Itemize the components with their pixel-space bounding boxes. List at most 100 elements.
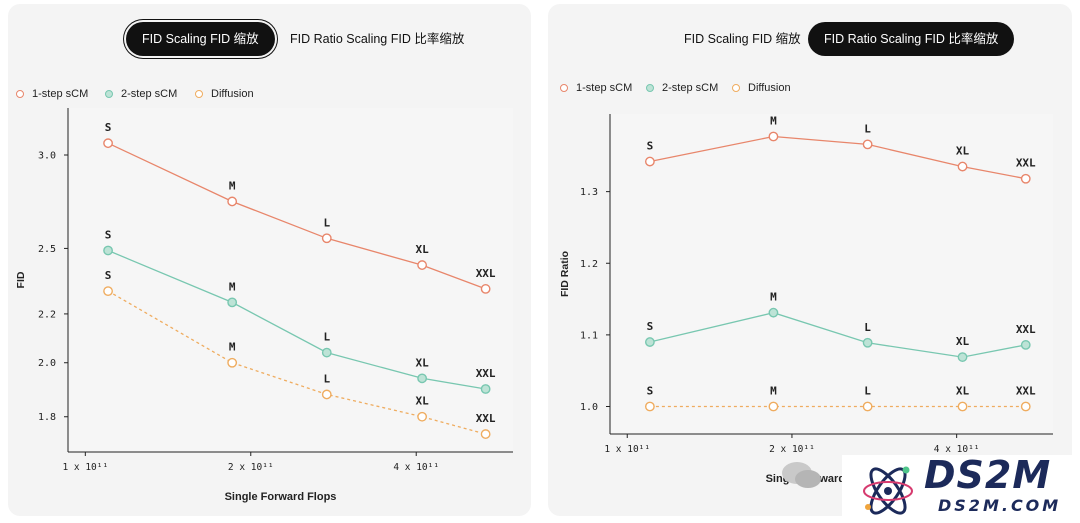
data-point-diffusion <box>768 401 779 412</box>
point-label: M <box>770 291 777 304</box>
tab-fid-ratio-scaling[interactable]: FID Ratio Scaling FID 比率缩放 <box>808 22 1015 56</box>
data-point-two-step <box>862 337 873 348</box>
data-point-diffusion <box>1020 401 1031 412</box>
data-point-one-step <box>321 233 332 244</box>
fid-ratio-panel: FID Scaling FID 缩放 FID Ratio Scaling FID… <box>548 4 1072 516</box>
tab-fid-ratio-scaling[interactable]: FID Ratio Scaling FID 比率缩放 <box>290 32 465 46</box>
tab-bar: FID Scaling FID 缩放 FID Ratio Scaling FID… <box>548 22 1072 58</box>
watermark-subtitle: DS2M.COM <box>938 496 1062 515</box>
y-tick-label: 1.1 <box>580 330 598 341</box>
legend-item-diffusion[interactable]: Diffusion <box>195 84 254 104</box>
x-tick-label: 4 x 10¹¹ <box>934 444 980 455</box>
legend-item-2-step[interactable]: 2-step sCM <box>646 78 718 98</box>
legend-item-diffusion[interactable]: Diffusion <box>732 78 791 98</box>
fid-scaling-panel: FID Scaling FID 缩放 FID Ratio Scaling FID… <box>8 4 531 516</box>
watermark-title: DS2M <box>924 453 1052 497</box>
y-tick-label: 2.5 <box>38 244 56 255</box>
data-point-one-step <box>644 156 655 167</box>
data-point-diffusion <box>103 286 113 297</box>
point-label: S <box>647 385 654 398</box>
legend-marker-diffusion <box>195 90 203 98</box>
point-label: M <box>770 114 777 127</box>
plot-area <box>68 108 513 452</box>
data-point-one-step <box>480 284 491 294</box>
data-point-one-step <box>957 161 968 172</box>
y-tick-label: 1.8 <box>38 412 56 423</box>
atom-logo-icon <box>863 466 913 515</box>
data-point-diffusion <box>862 401 873 412</box>
x-tick-label: 2 x 10¹¹ <box>228 462 274 473</box>
point-label: XXL <box>476 412 496 425</box>
point-label: XXL <box>1016 323 1036 336</box>
data-point-two-step <box>417 373 428 384</box>
data-point-two-step <box>768 307 779 318</box>
y-axis-label: FID Ratio <box>559 251 571 297</box>
point-label: M <box>229 179 236 192</box>
tab-fid-scaling[interactable]: FID Scaling FID 缩放 <box>684 32 801 46</box>
point-label: XL <box>415 395 429 408</box>
point-label: S <box>105 121 112 134</box>
chart-legend: 1-step sCM 2-step sCM Diffusion <box>548 78 1072 98</box>
point-label: XXL <box>1016 385 1036 398</box>
data-point-one-step <box>227 196 238 207</box>
point-label: XXL <box>476 267 496 280</box>
y-tick-label: 1.3 <box>580 187 598 198</box>
point-label: XL <box>415 356 429 369</box>
point-label: S <box>105 228 112 241</box>
point-label: XL <box>956 335 970 348</box>
point-label: XL <box>956 145 970 158</box>
legend-label: 2-step sCM <box>121 88 178 100</box>
legend-item-1-step[interactable]: 1-step sCM <box>16 84 88 104</box>
point-label: S <box>647 320 654 333</box>
point-label: XXL <box>1016 157 1036 170</box>
legend-marker-diffusion <box>732 84 740 92</box>
point-label: M <box>770 385 777 398</box>
legend-marker-1-step <box>16 90 24 98</box>
data-point-two-step <box>103 245 113 256</box>
x-axis-label: Single Forward Flops <box>225 491 337 503</box>
fid-ratio-chart: 1.01.11.21.31 x 10¹¹ 2 x 10¹¹ 4 x 10¹¹Sing… <box>559 114 1053 485</box>
data-point-diffusion <box>644 401 655 412</box>
data-point-diffusion <box>227 357 238 368</box>
chart-legend: 1-step sCM 2-step sCM Diffusion <box>8 84 531 104</box>
point-label: L <box>323 372 330 385</box>
tab-bar: FID Scaling FID 缩放 FID Ratio Scaling FID… <box>8 22 531 58</box>
point-label: M <box>229 341 236 354</box>
legend-marker-2-step <box>646 84 654 92</box>
tab-fid-scaling[interactable]: FID Scaling FID 缩放 <box>126 22 275 56</box>
point-label: L <box>323 216 330 229</box>
legend-label: Diffusion <box>748 82 791 94</box>
point-label: L <box>864 122 871 135</box>
point-label: L <box>864 321 871 334</box>
legend-marker-1-step <box>560 84 568 92</box>
data-point-two-step <box>227 297 238 308</box>
data-point-two-step <box>644 337 655 347</box>
legend-label: Diffusion <box>211 88 254 100</box>
x-tick-label: 4 x 10¹¹ <box>393 462 439 473</box>
y-tick-label: 2.0 <box>38 358 56 369</box>
data-point-diffusion <box>417 411 428 422</box>
data-point-one-step <box>103 138 113 149</box>
fid-scaling-chart: 1.8 2.0 2.2 2.5 3.0 1 x 10¹¹ 2 x 10¹¹ 4 x 10¹¹ S… <box>15 108 513 503</box>
x-tick-label: 1 x 10¹¹ <box>604 444 650 455</box>
data-point-one-step <box>417 260 428 270</box>
data-point-two-step <box>1020 340 1031 350</box>
legend-label: 1-step sCM <box>32 88 89 100</box>
point-label: L <box>323 331 330 344</box>
y-tick-label: 3.0 <box>38 151 56 162</box>
legend-item-2-step[interactable]: 2-step sCM <box>105 84 177 104</box>
point-label: L <box>864 385 871 398</box>
legend-marker-2-step <box>105 90 113 98</box>
data-point-diffusion <box>321 389 332 400</box>
legend-label: 1-step sCM <box>576 82 633 94</box>
data-point-two-step <box>957 352 968 362</box>
point-label: S <box>647 140 654 153</box>
data-point-two-step <box>321 347 332 358</box>
x-tick-label: 2 x 10¹¹ <box>769 444 815 455</box>
chat-bubble-icon <box>782 462 821 488</box>
plot-area <box>610 114 1053 434</box>
data-point-diffusion <box>957 401 968 412</box>
point-label: XL <box>415 243 429 256</box>
legend-item-1-step[interactable]: 1-step sCM <box>560 78 632 98</box>
point-label: M <box>229 280 236 293</box>
